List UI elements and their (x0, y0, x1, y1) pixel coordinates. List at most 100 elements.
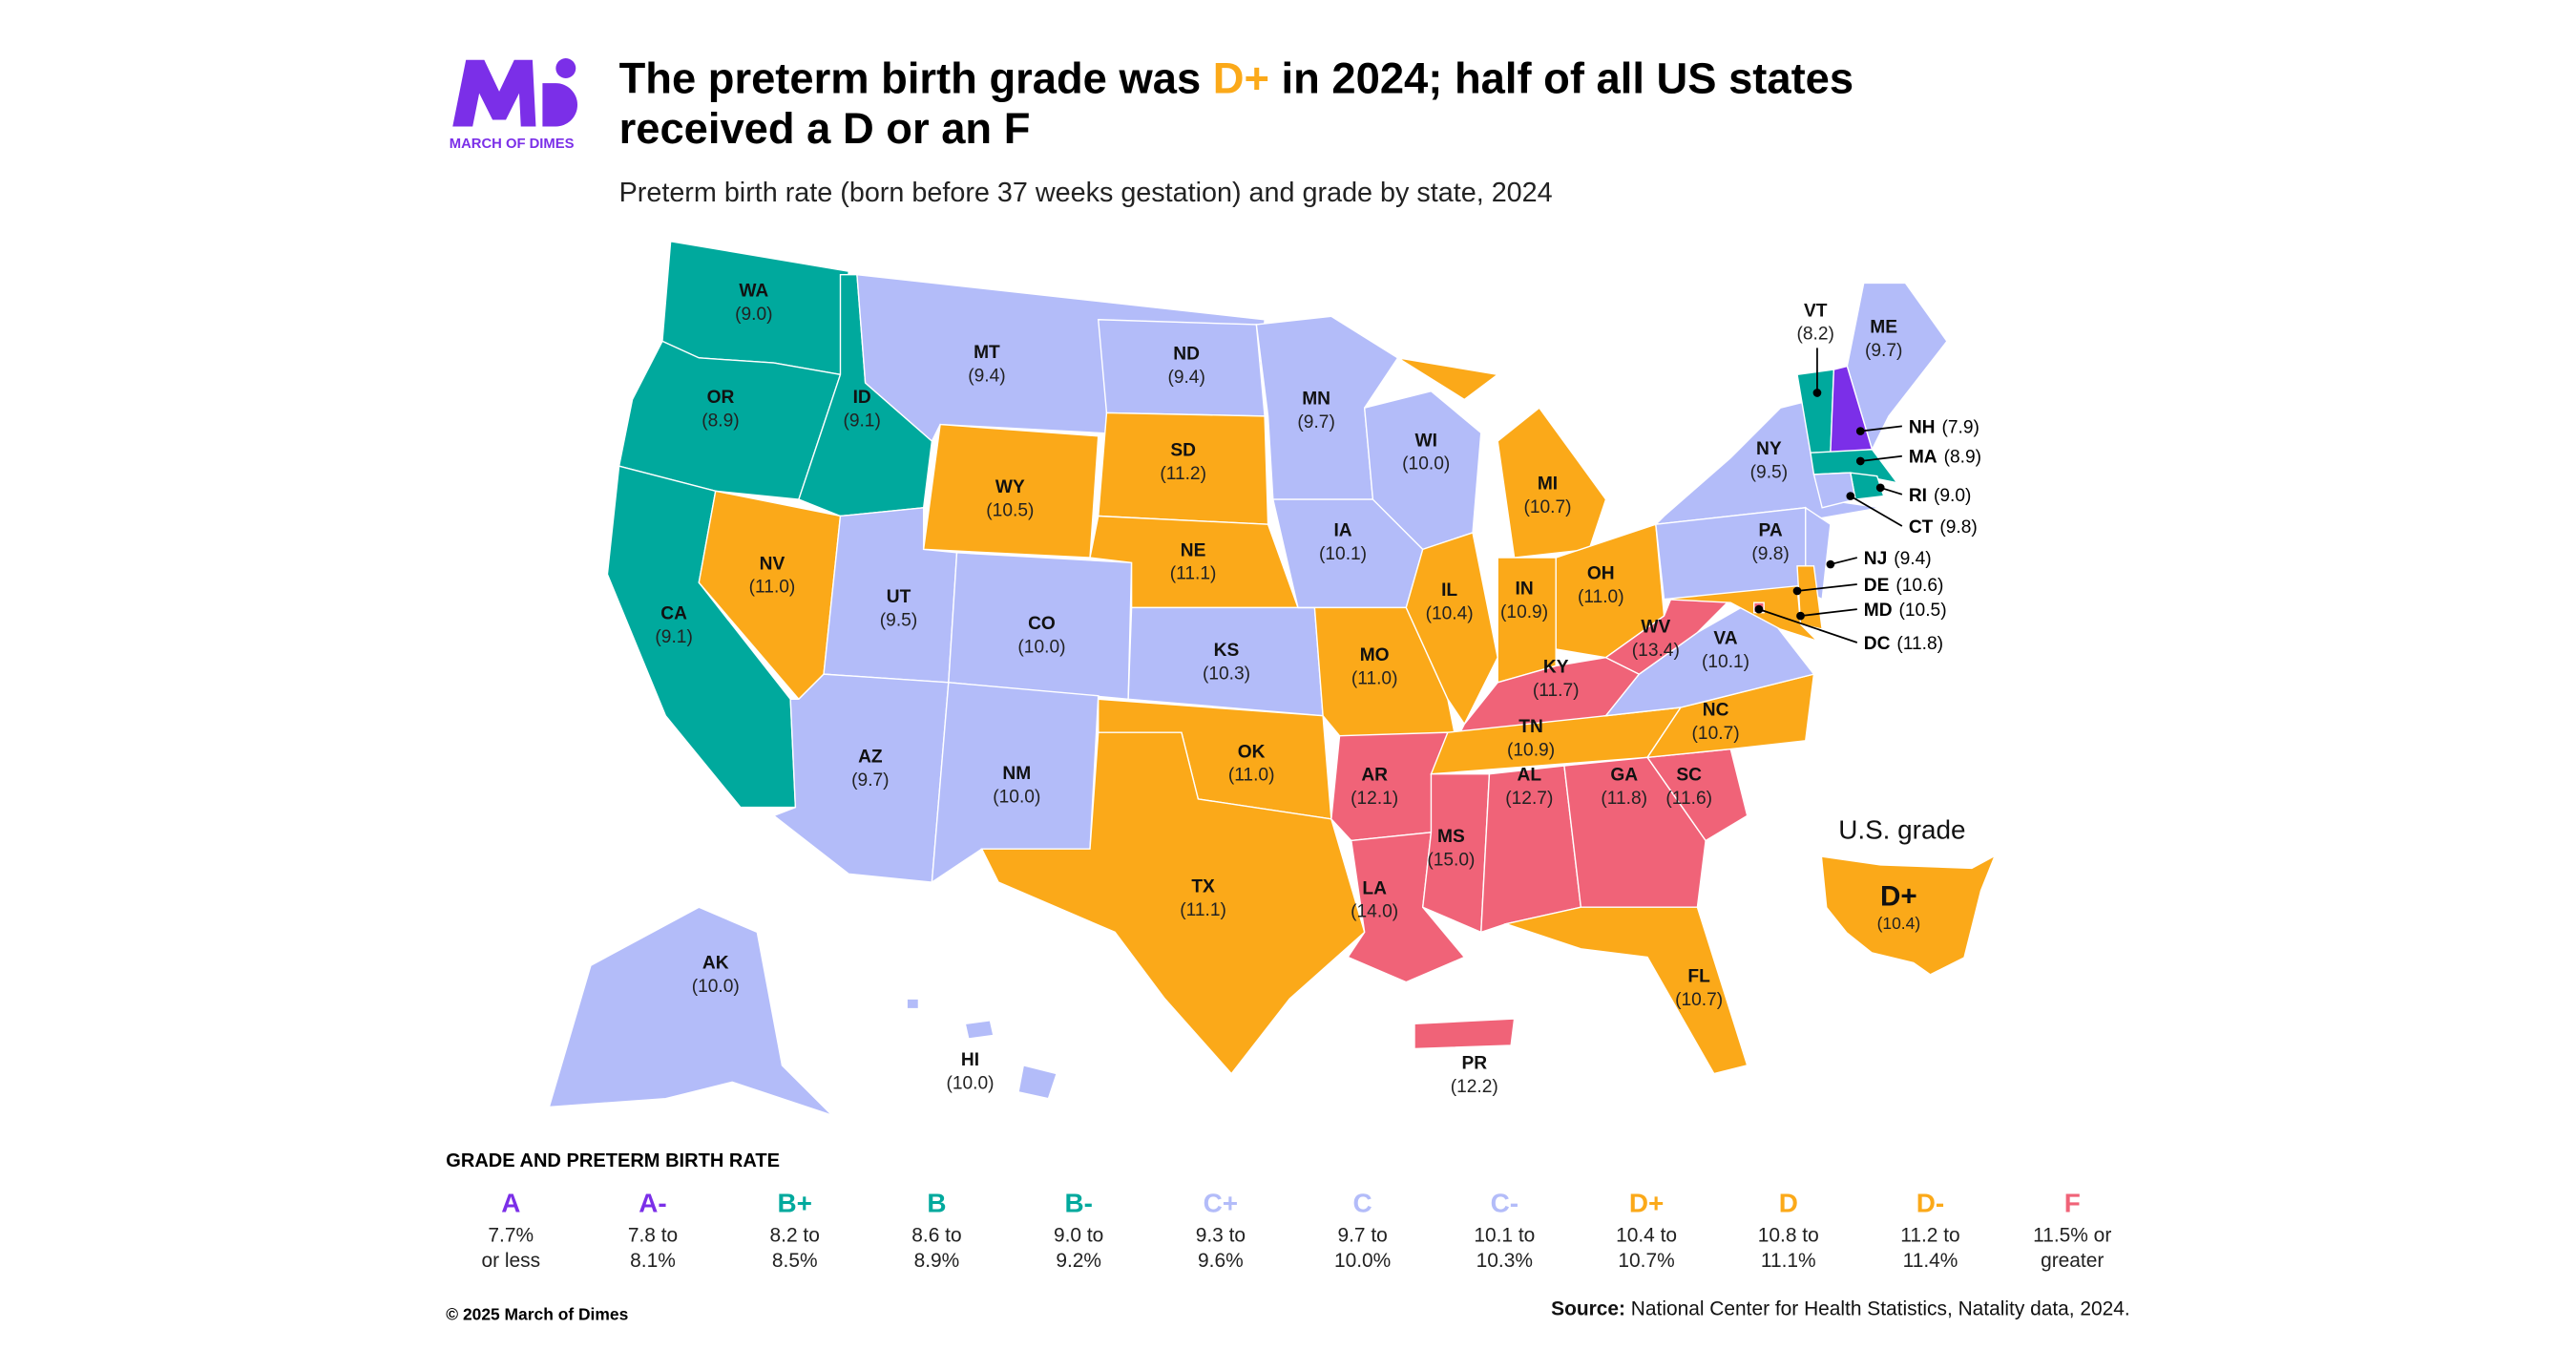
logo-dot (555, 58, 576, 78)
us-grade-label: U.S. grade (1838, 815, 1965, 845)
label-al-rate: (12.7) (1505, 789, 1553, 809)
state-rate: (9.0) (1934, 486, 1971, 506)
subtitle: Preterm birth rate (born before 37 weeks… (619, 178, 1553, 208)
legend-item: D 10.8 to 11.1% (1758, 1188, 1819, 1272)
label-vt-rate: (8.2) (1797, 325, 1834, 345)
state-rate: (10.6) (1895, 576, 1943, 596)
label-hi-rate: (10.0) (946, 1073, 994, 1093)
state-pa (1655, 507, 1815, 601)
label-la-abbr: LA (1362, 878, 1387, 898)
callout-line-nj (1830, 557, 1857, 565)
legend-range-line1: 10.1 to (1474, 1225, 1535, 1247)
callout-dot-md (1796, 611, 1805, 621)
legend-grade: B (927, 1188, 946, 1217)
label-de: DE (10.6) (1864, 576, 1944, 596)
label-ar-rate: (12.1) (1351, 789, 1398, 809)
label-oh-abbr: OH (1587, 564, 1615, 584)
state-rate: (9.4) (1894, 549, 1931, 569)
label-dc: DC (11.8) (1864, 634, 1943, 654)
legend-range-line2: 10.7% (1618, 1250, 1674, 1272)
label-pr-abbr: PR (1461, 1053, 1487, 1073)
label-nm-rate: (10.0) (993, 787, 1040, 807)
label-ne-abbr: NE (1181, 540, 1206, 560)
label-ks-rate: (10.3) (1203, 664, 1250, 684)
callout-dot-ct (1846, 492, 1855, 500)
legend-range-line1: 8.2 to (770, 1225, 820, 1247)
label-mo-rate: (11.0) (1351, 669, 1398, 689)
label-tn-rate: (10.9) (1507, 741, 1555, 761)
label-in-rate: (10.9) (1500, 602, 1548, 622)
label-in-abbr: IN (1516, 579, 1534, 599)
label-ia-rate: (10.1) (1319, 544, 1367, 564)
label-wv-abbr: WV (1641, 618, 1670, 638)
label-nj: NJ (9.4) (1864, 549, 1932, 569)
label-ms-rate: (15.0) (1427, 851, 1475, 871)
us-grade-value: D+ (1880, 880, 1917, 912)
legend-grade: D (1779, 1188, 1798, 1217)
legend-grade: B- (1064, 1188, 1092, 1217)
legend-item: B+ 8.2 to 8.5% (770, 1188, 820, 1272)
label-nm-abbr: NM (1002, 764, 1031, 784)
label-al-abbr: AL (1518, 766, 1542, 786)
legend-range-line1: 10.8 to (1758, 1225, 1819, 1247)
legend-grade: C (1353, 1188, 1372, 1217)
callout-line-de (1796, 583, 1857, 592)
state-abbr: MA (1909, 448, 1937, 468)
us-map: WA (9.0) OR (8.9) ID (9.1) CA (9.1) NV (11.0) UT (9… (548, 240, 1994, 1116)
label-nd-abbr: ND (1173, 345, 1200, 365)
label-ca-rate: (9.1) (655, 627, 692, 647)
state-tx (980, 731, 1366, 1075)
legend-range-line2: or less (481, 1250, 540, 1272)
callout-line-ma (1860, 454, 1902, 462)
legend-range-line2: 11.1% (1761, 1250, 1816, 1272)
label-mn-rate: (9.7) (1297, 412, 1334, 432)
label-nc-abbr: NC (1703, 701, 1729, 721)
label-nc-rate: (10.7) (1692, 724, 1740, 744)
label-mt-abbr: MT (974, 343, 1000, 363)
label-co-rate: (10.0) (1017, 637, 1065, 657)
logo-b (542, 83, 578, 127)
state-ga (1563, 756, 1707, 908)
state-abbr: CT (1909, 517, 1934, 538)
state-fl (1503, 906, 1749, 1075)
label-ky-rate: (11.7) (1533, 681, 1580, 701)
label-id-abbr: ID (853, 388, 871, 408)
label-az-abbr: AZ (858, 748, 883, 768)
state-rate: (8.9) (1944, 448, 1981, 468)
legend-grade: B+ (778, 1188, 812, 1217)
label-ma: MA (8.9) (1909, 448, 1981, 468)
label-oh-rate: (11.0) (1578, 587, 1624, 607)
legend-item: F 11.5% or greater (2033, 1188, 2111, 1272)
label-ny-rate: (9.5) (1750, 462, 1788, 482)
callout-dot-de (1792, 586, 1802, 596)
logo-mark (452, 59, 536, 127)
label-ct: CT (9.8) (1909, 517, 1978, 538)
source-note: Source: National Center for Health Stati… (1551, 1297, 2130, 1319)
label-sc-rate: (11.6) (1665, 789, 1712, 809)
state-md (1664, 584, 1818, 642)
page-title: The preterm birth grade was D+ in 2024; … (619, 54, 1854, 103)
state-rate: (11.8) (1896, 634, 1943, 654)
label-hi-abbr: HI (961, 1050, 979, 1070)
source-label: Source: (1551, 1297, 1625, 1319)
state-abbr: RI (1909, 486, 1927, 506)
label-pa-rate: (9.8) (1751, 544, 1789, 564)
label-wy-abbr: WY (995, 477, 1025, 497)
label-va-abbr: VA (1713, 629, 1737, 649)
label-ut-abbr: UT (887, 587, 911, 607)
legend-range-line2: 8.5% (772, 1250, 818, 1272)
label-ar-abbr: AR (1361, 766, 1388, 786)
callout-line-md (1800, 608, 1857, 617)
label-mt-rate: (9.4) (968, 366, 1005, 386)
state-rate: (7.9) (1941, 417, 1979, 437)
legend-range-line2: 8.1% (630, 1250, 676, 1272)
legend-item: C- 10.1 to 10.3% (1474, 1188, 1535, 1272)
label-mi-abbr: MI (1538, 475, 1558, 495)
state-abbr: NH (1909, 417, 1936, 437)
legend-item: B- 9.0 to 9.2% (1054, 1188, 1103, 1272)
state-abbr: DC (1864, 634, 1891, 654)
legend-range-line1: 9.7 to (1337, 1225, 1387, 1247)
legend-item: A- 7.8 to 8.1% (628, 1188, 678, 1272)
